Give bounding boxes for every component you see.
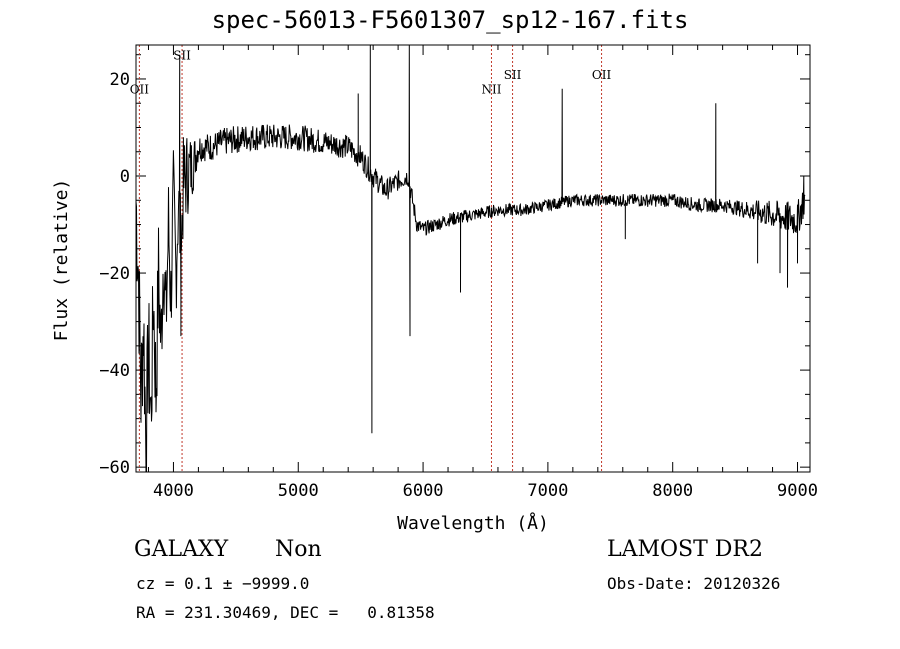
x-tick-label: 9000	[777, 481, 818, 501]
y-tick-label: −40	[99, 361, 130, 381]
x-tick-label: 8000	[652, 481, 693, 501]
line-marker-label: OII	[592, 68, 612, 82]
y-tick-label: 0	[120, 167, 130, 187]
object-subclass: Non	[275, 537, 322, 562]
x-tick-label: 6000	[403, 481, 444, 501]
x-tick-label: 4000	[153, 481, 194, 501]
y-tick-label: −20	[99, 264, 130, 284]
line-marker-label: SII	[504, 68, 522, 82]
y-axis-label: Flux (relative)	[51, 179, 72, 342]
line-marker-label: OII	[130, 83, 150, 97]
y-tick-label: 20	[110, 70, 130, 90]
x-tick-label: 7000	[527, 481, 568, 501]
x-axis-label: Wavelength (Å)	[397, 512, 549, 534]
plot-frame	[135, 44, 811, 473]
object-class: GALAXY	[134, 537, 229, 562]
coordinates-text: RA = 231.30469, DEC = 0.81358	[136, 603, 435, 622]
axis-ticks: 4000 5000 6000 7000 8000 9000 −60 −40 −20 0 20	[99, 45, 818, 501]
spectrum-line	[135, 44, 806, 473]
observation-date: Obs-Date: 20120326	[607, 574, 781, 593]
y-tick-label: −60	[99, 458, 130, 478]
chart-title: spec-56013-F5601307_sp12-167.fits	[211, 6, 689, 34]
redshift-text: cz = 0.1 ± −9999.0	[136, 574, 310, 593]
x-tick-label: 5000	[278, 481, 319, 501]
survey-name: LAMOST DR2	[607, 537, 763, 562]
line-marker-label: NII	[481, 83, 501, 97]
line-marker-label: SII	[173, 49, 191, 63]
